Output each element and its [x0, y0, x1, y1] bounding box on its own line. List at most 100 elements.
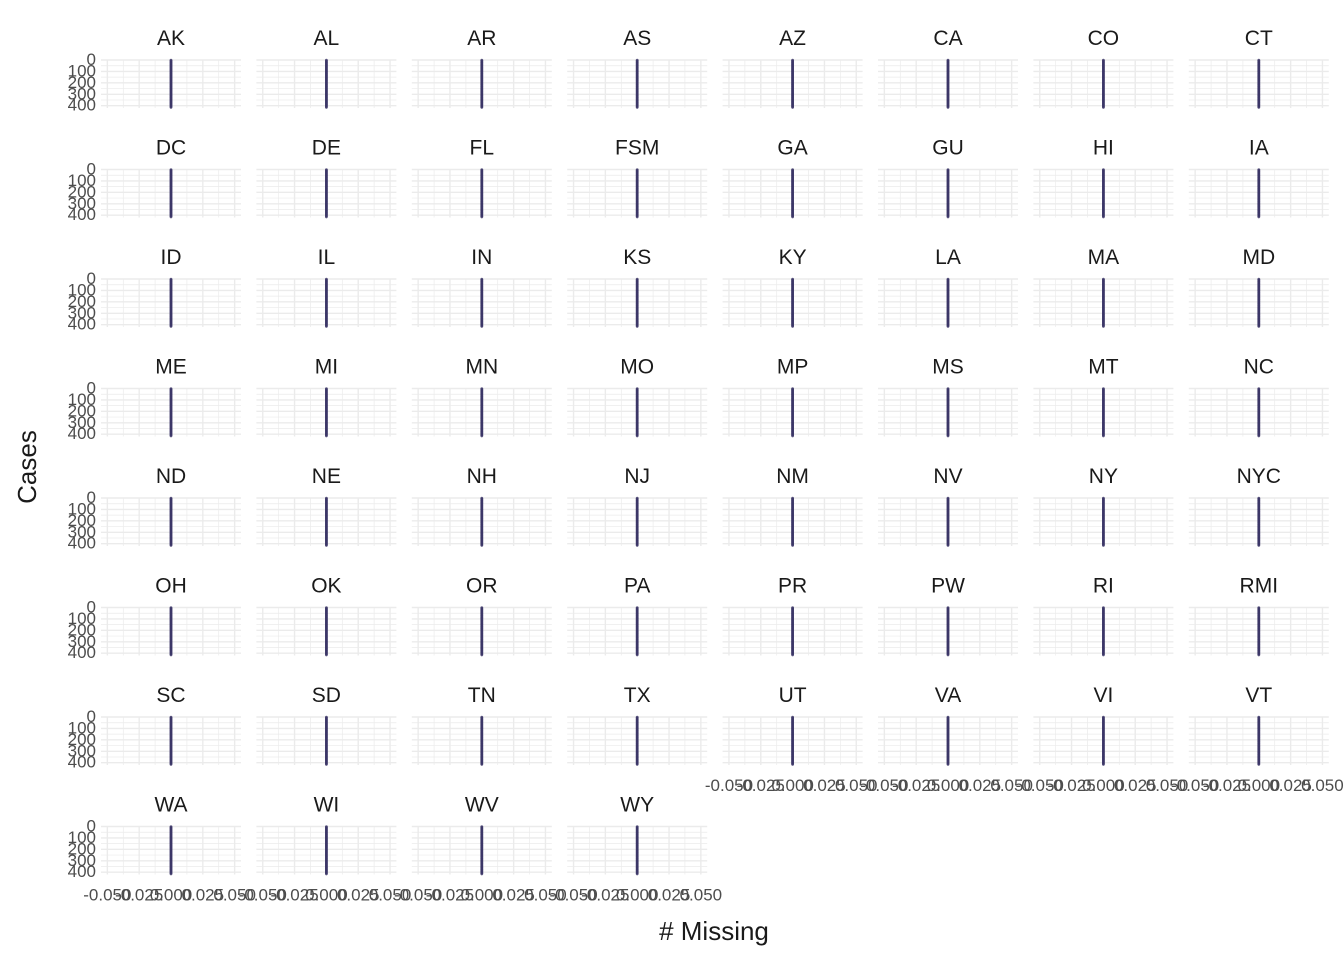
panel-title: VA	[935, 684, 961, 707]
panel-sd: SD	[256, 684, 396, 766]
panel-title: MS	[932, 356, 964, 379]
series-points	[947, 716, 950, 766]
data-point	[947, 544, 950, 547]
data-point	[791, 544, 794, 547]
panel-title: OH	[155, 575, 187, 598]
series-points	[636, 278, 639, 328]
panel-de: DE	[256, 137, 396, 219]
panel-title: CT	[1245, 27, 1273, 50]
series-points	[1257, 497, 1260, 547]
data-point	[1257, 654, 1260, 657]
series-points	[791, 59, 794, 109]
panel-mn: MN	[412, 356, 552, 438]
panel-fsm: FSM	[567, 137, 707, 219]
panel-title: LA	[935, 246, 961, 269]
panel-mo: MO	[567, 356, 707, 438]
data-point	[480, 544, 483, 547]
panel-nh: NH	[412, 465, 552, 547]
panel-title: MP	[777, 356, 809, 379]
data-point	[791, 435, 794, 438]
panel-title: IN	[471, 246, 492, 269]
data-point	[1102, 325, 1105, 328]
series-points	[170, 278, 173, 328]
data-point	[480, 763, 483, 766]
panel-title: OK	[311, 575, 341, 598]
data-point	[170, 544, 173, 547]
panel-il: IL	[256, 246, 396, 328]
data-point	[1257, 106, 1260, 109]
panel-title: NH	[467, 465, 497, 488]
panel-title: DC	[156, 137, 186, 160]
panel-title: NE	[312, 465, 341, 488]
y-tick-label: 400	[68, 753, 96, 772]
series-points	[170, 387, 173, 437]
series-points	[170, 59, 173, 109]
series-points	[170, 168, 173, 218]
series-points	[480, 497, 483, 547]
panel-ar: AR	[412, 27, 552, 109]
series-points	[791, 168, 794, 218]
data-point	[1257, 216, 1260, 219]
data-point	[480, 654, 483, 657]
data-point	[480, 106, 483, 109]
series-points	[480, 59, 483, 109]
data-point	[636, 325, 639, 328]
series-points	[947, 606, 950, 656]
data-point	[791, 654, 794, 657]
series-points	[1102, 387, 1105, 437]
panel-title: MT	[1088, 356, 1118, 379]
panel-la: LA	[878, 246, 1018, 328]
panel-title: FL	[470, 137, 495, 160]
panel-title: RI	[1093, 575, 1114, 598]
panel-in: IN	[412, 246, 552, 328]
series-points	[636, 497, 639, 547]
panel-ne: NE	[256, 465, 396, 547]
panel-nyc: NYC	[1189, 465, 1329, 547]
panel-nm: NM	[723, 465, 863, 547]
data-point	[947, 763, 950, 766]
panel-title: NJ	[624, 465, 650, 488]
panel-title: AL	[314, 27, 340, 50]
panel-pr: PR	[723, 575, 863, 657]
panel-title: CA	[933, 27, 962, 50]
series-points	[480, 278, 483, 328]
panel-title: NC	[1244, 356, 1274, 379]
panel-title: GA	[777, 137, 807, 160]
series-points	[1102, 497, 1105, 547]
panel-title: IL	[318, 246, 336, 269]
series-points	[170, 716, 173, 766]
panel-pa: PA	[567, 575, 707, 657]
panel-title: VI	[1093, 684, 1113, 707]
data-point	[636, 544, 639, 547]
panel-title: OR	[466, 575, 498, 598]
panel-title: KS	[623, 246, 651, 269]
data-point	[325, 435, 328, 438]
data-point	[1102, 435, 1105, 438]
data-point	[791, 106, 794, 109]
data-point	[325, 106, 328, 109]
panel-title: ME	[155, 356, 187, 379]
panel-pw: PW	[878, 575, 1018, 657]
data-point	[480, 435, 483, 438]
panel-title: KY	[779, 246, 807, 269]
data-point	[325, 325, 328, 328]
panel-hi: HI	[1033, 137, 1173, 219]
panel-title: ID	[161, 246, 182, 269]
series-points	[791, 497, 794, 547]
series-points	[947, 168, 950, 218]
panel-title: AZ	[779, 27, 806, 50]
series-points	[325, 59, 328, 109]
panel-title: PW	[931, 575, 965, 598]
panel-ma: MA	[1033, 246, 1173, 328]
y-tick-label: 400	[68, 534, 96, 553]
panel-ri: RI	[1033, 575, 1173, 657]
data-point	[1102, 216, 1105, 219]
series-points	[1257, 278, 1260, 328]
series-points	[636, 606, 639, 656]
panel-ct: CT	[1189, 27, 1329, 109]
panel-fl: FL	[412, 137, 552, 219]
